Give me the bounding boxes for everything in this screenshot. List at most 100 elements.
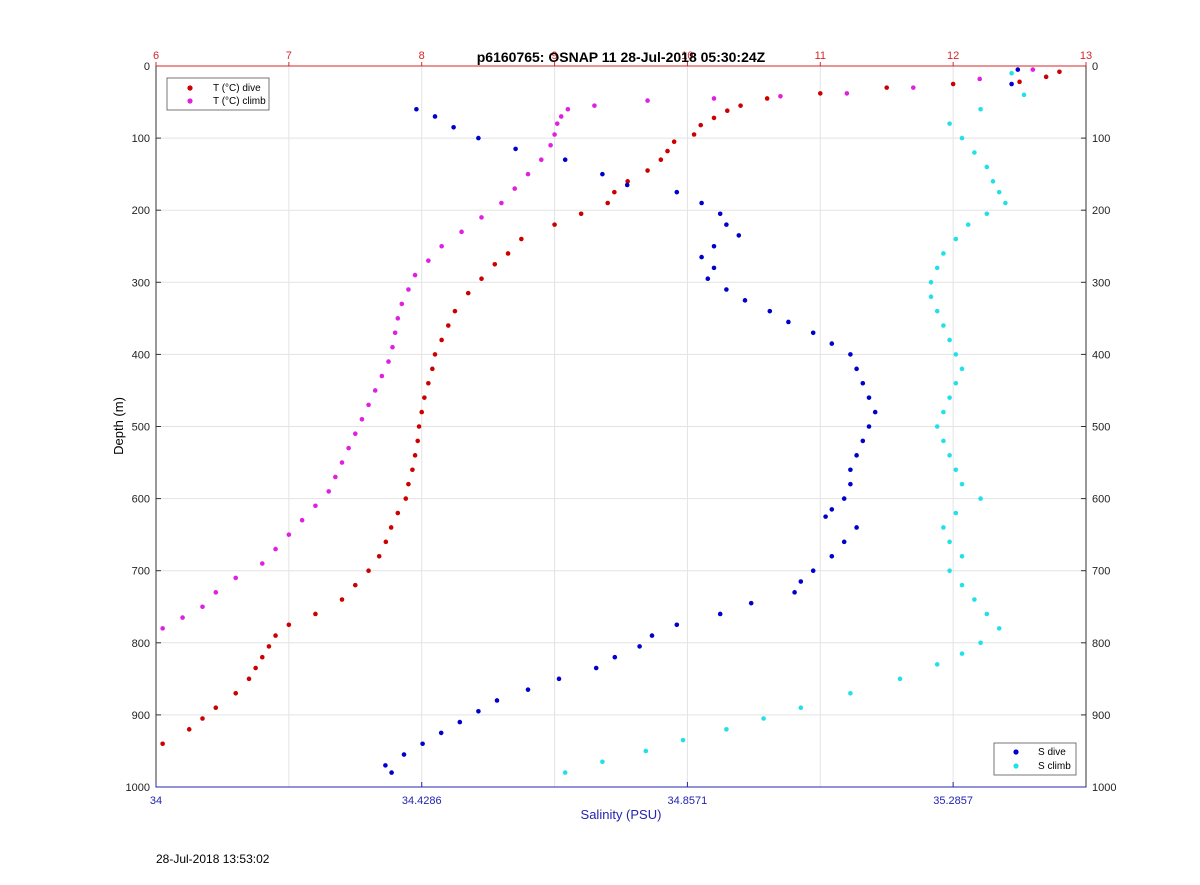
point-t-c-climb <box>366 402 371 408</box>
point-s-dive <box>674 622 680 628</box>
point-s-dive <box>854 525 859 530</box>
point-s-climb <box>996 626 1002 631</box>
point-t-c-climb <box>406 287 411 292</box>
point-t-c-climb <box>390 344 395 350</box>
point-s-climb <box>959 651 965 656</box>
y-tick-label-right: 300 <box>1092 277 1110 289</box>
point-s-dive <box>848 352 853 357</box>
point-s-dive <box>476 135 481 141</box>
point-s-climb <box>562 770 568 775</box>
point-t-c-climb <box>479 215 484 220</box>
point-t-c-climb <box>286 532 292 537</box>
point-t-c-climb <box>333 474 338 480</box>
point-s-climb <box>680 737 686 743</box>
y-tick-label-right: 200 <box>1092 205 1110 217</box>
legend-temperature-box <box>166 77 270 111</box>
point-s-climb <box>761 716 766 721</box>
point-t-c-dive <box>186 727 192 732</box>
point-t-c-climb <box>352 431 358 437</box>
point-t-c-dive <box>403 496 409 501</box>
point-t-c-climb <box>346 445 351 451</box>
point-s-dive <box>711 265 717 271</box>
point-s-dive <box>829 507 835 512</box>
point-t-c-dive <box>950 81 956 87</box>
y-tick-label-left: 1000 <box>126 782 150 794</box>
point-t-c-climb <box>499 200 504 206</box>
point-t-c-dive <box>383 539 389 545</box>
point-t-c-dive <box>552 222 557 227</box>
point-s-climb <box>972 150 977 155</box>
point-s-climb <box>600 759 605 765</box>
point-t-c-climb <box>512 186 518 191</box>
point-t-c-climb <box>233 575 239 581</box>
point-s-dive <box>767 308 773 314</box>
legend-t-climb-label: T (°C) climb <box>213 96 266 107</box>
point-t-c-climb <box>395 316 401 321</box>
y-tick-label-right: 400 <box>1092 349 1110 361</box>
point-s-climb <box>978 496 983 501</box>
point-s-dive <box>699 200 704 206</box>
point-t-c-climb <box>592 103 597 108</box>
point-t-c-climb <box>399 301 405 307</box>
x-bottom-tick-label: 34 <box>150 795 162 807</box>
point-s-dive <box>829 341 835 346</box>
x-top-tick-label: 6 <box>153 50 159 62</box>
legend-s-dive-marker <box>1013 749 1019 755</box>
point-t-c-dive <box>764 96 770 101</box>
point-s-climb <box>928 294 934 300</box>
point-s-dive <box>848 481 853 487</box>
point-s-dive <box>829 553 835 559</box>
point-t-c-dive <box>160 741 165 747</box>
y-tick-label-right: 1000 <box>1092 782 1116 794</box>
point-t-c-dive <box>691 132 697 137</box>
point-s-dive <box>600 171 605 177</box>
point-s-dive <box>742 298 748 303</box>
point-t-c-dive <box>286 622 292 628</box>
point-s-dive <box>593 665 599 671</box>
point-t-c-dive <box>253 665 258 671</box>
point-s-dive <box>854 453 859 458</box>
point-t-c-climb <box>910 85 916 90</box>
point-s-climb <box>959 582 965 588</box>
point-s-climb <box>953 380 959 386</box>
point-s-dive <box>786 319 791 325</box>
point-t-c-climb <box>711 96 717 101</box>
point-s-dive <box>401 752 407 757</box>
legend-salinity-box <box>993 742 1077 776</box>
point-s-dive <box>736 233 742 238</box>
x-bottom-tick-label: 34.8571 <box>668 795 708 807</box>
point-t-c-dive <box>352 582 358 588</box>
point-s-climb <box>941 409 946 415</box>
point-s-dive <box>866 424 872 429</box>
point-s-climb <box>984 164 990 170</box>
grid-layer <box>156 66 1086 787</box>
point-s-climb <box>724 727 729 732</box>
point-s-dive <box>798 579 804 584</box>
point-t-c-dive <box>395 510 401 516</box>
point-s-dive <box>476 708 481 714</box>
x-top-tick-label: 10 <box>681 50 693 62</box>
point-s-climb <box>965 222 971 227</box>
point-s-climb <box>953 236 959 242</box>
point-s-dive <box>556 676 562 682</box>
point-s-climb <box>959 481 965 487</box>
legend-s-climb-label: S climb <box>1038 761 1071 772</box>
point-s-climb <box>990 179 996 184</box>
point-t-c-dive <box>645 168 650 173</box>
point-s-climb <box>928 280 934 285</box>
point-t-c-dive <box>884 85 890 90</box>
point-s-dive <box>637 644 642 649</box>
y-tick-label-left: 900 <box>132 710 150 722</box>
point-s-climb <box>947 568 952 573</box>
point-s-dive <box>1009 81 1014 87</box>
point-s-climb <box>947 337 952 343</box>
legend-temperature: T (°C) dive T (°C) climb <box>166 77 270 111</box>
point-s-dive <box>860 380 866 386</box>
point-s-climb <box>934 424 940 429</box>
y-axis-label: Depth (m) <box>111 397 126 455</box>
point-t-c-climb <box>554 121 560 126</box>
point-t-c-climb <box>439 243 444 249</box>
point-s-dive <box>711 243 717 249</box>
point-t-c-dive <box>711 115 717 121</box>
